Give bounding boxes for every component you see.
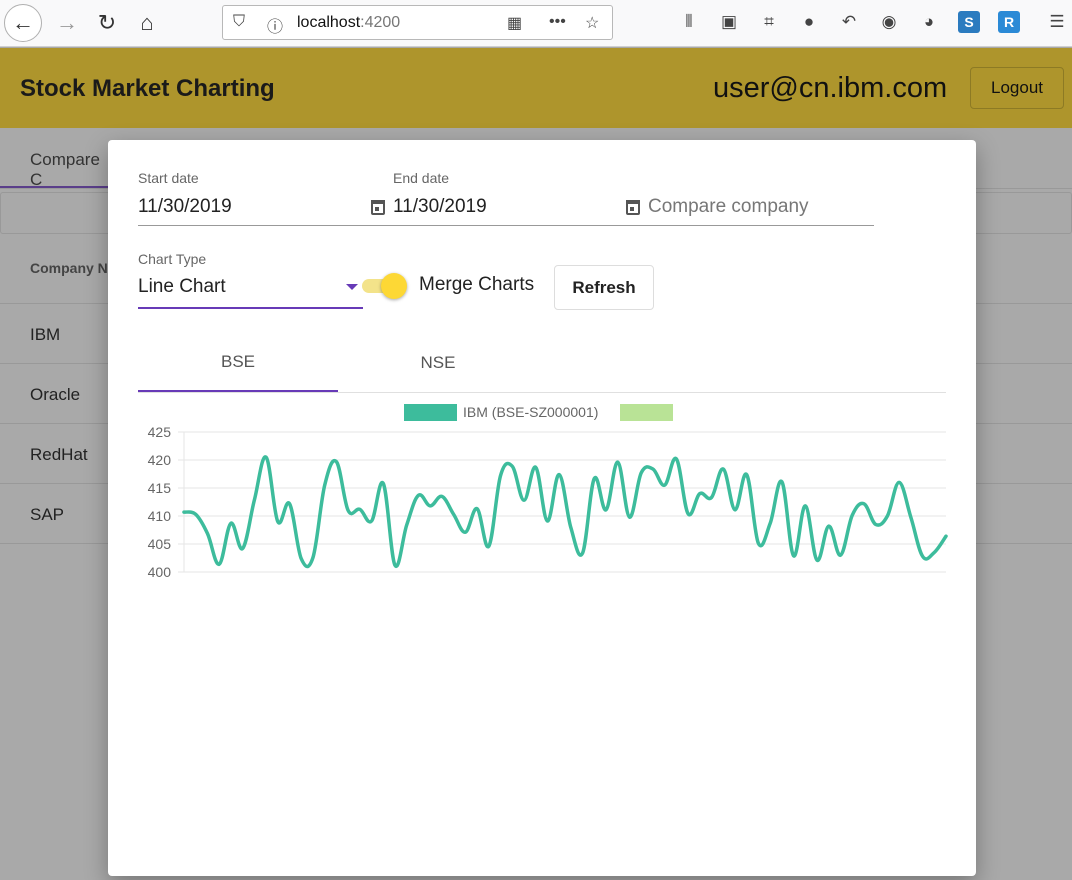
end-date-calendar-icon[interactable] bbox=[626, 200, 640, 215]
shield-icon[interactable]: ⛉ bbox=[233, 13, 246, 30]
start-date-input[interactable]: 11/30/2019 bbox=[138, 196, 232, 217]
s-extension-icon[interactable]: S bbox=[958, 11, 980, 33]
start-date-calendar-icon[interactable] bbox=[371, 200, 385, 215]
y-tick-label: 420 bbox=[148, 452, 172, 468]
table-row[interactable]: Oracle bbox=[30, 385, 81, 404]
sidebar-icon[interactable]: ▣ bbox=[720, 12, 738, 31]
app-title: Stock Market Charting bbox=[20, 75, 275, 102]
chart-dialog: Start date 11/30/2019 End date 11/30/201… bbox=[108, 140, 976, 876]
tab-bse[interactable]: BSE bbox=[138, 333, 338, 392]
home-button[interactable]: ⌂ bbox=[140, 10, 154, 35]
library-icon[interactable]: ⫴ bbox=[685, 12, 693, 31]
screenshot-crop-icon[interactable]: ⌗ bbox=[764, 12, 774, 31]
start-date-label: Start date bbox=[138, 170, 199, 186]
back-button[interactable]: ← bbox=[4, 4, 42, 42]
legend-swatch-secondary[interactable] bbox=[620, 404, 673, 421]
chart-type-underline bbox=[138, 307, 363, 309]
legend-swatch-ibm[interactable] bbox=[404, 404, 457, 421]
user-email: user@cn.ibm.com bbox=[713, 72, 948, 104]
table-row[interactable]: RedHat bbox=[30, 445, 88, 464]
end-date-label: End date bbox=[393, 170, 450, 186]
table-row[interactable]: SAP bbox=[30, 505, 65, 524]
address-bar[interactable]: ⛉ ⓘ localhost:4200 ▦ ••• ☆ bbox=[222, 5, 613, 40]
bookmark-star-icon[interactable]: ☆ bbox=[585, 15, 600, 32]
chart-type-label: Chart Type bbox=[138, 251, 207, 267]
merge-charts-label: Merge Charts bbox=[419, 274, 535, 295]
hamburger-menu-icon[interactable]: ☰ bbox=[1049, 12, 1065, 31]
extension-icon[interactable]: ◕ bbox=[923, 12, 935, 31]
browser-toolbar: ← → ↻ ⌂ ⛉ ⓘ localhost:4200 ▦ ••• ☆ ⫴ ▣ ⌗… bbox=[0, 0, 1072, 47]
y-tick-label: 405 bbox=[148, 536, 172, 552]
r-extension-icon[interactable]: R bbox=[998, 11, 1020, 33]
series-line-ibm bbox=[182, 455, 948, 569]
tab-compare[interactable]: Compare C bbox=[0, 128, 110, 189]
reload-button[interactable]: ↻ bbox=[97, 10, 117, 35]
app-header: Stock Market Charting user@cn.ibm.com Lo… bbox=[0, 48, 1072, 128]
forward-button[interactable]: → bbox=[56, 10, 78, 35]
info-icon[interactable]: ⓘ bbox=[267, 19, 284, 36]
url-text[interactable]: localhost:4200 bbox=[297, 14, 401, 31]
table-row[interactable]: IBM bbox=[30, 325, 61, 344]
account-icon[interactable]: ◉ bbox=[881, 12, 897, 31]
refresh-button[interactable]: Refresh bbox=[554, 265, 654, 310]
end-date-input[interactable]: 11/30/2019 bbox=[393, 196, 487, 217]
y-tick-label: 425 bbox=[148, 424, 172, 440]
form-underline bbox=[138, 225, 874, 226]
exchange-tabs: BSE NSE bbox=[138, 333, 946, 393]
logout-button[interactable]: Logout bbox=[970, 67, 1064, 109]
undo-arrow-icon[interactable]: ↶ bbox=[841, 12, 857, 31]
y-tick-label: 400 bbox=[148, 564, 172, 580]
column-header-company: Company N bbox=[30, 260, 108, 276]
compare-company-input[interactable]: Compare company bbox=[648, 196, 809, 217]
merge-charts-toggle-thumb[interactable] bbox=[381, 273, 407, 299]
y-tick-label: 410 bbox=[148, 508, 172, 524]
chart-type-select[interactable]: Line Chart bbox=[138, 276, 226, 297]
legend-label-ibm[interactable]: IBM (BSE-SZ000001) bbox=[463, 404, 598, 420]
qr-code-icon[interactable]: ▦ bbox=[507, 15, 523, 32]
chat-icon[interactable]: ● bbox=[803, 12, 815, 31]
y-tick-label: 415 bbox=[148, 480, 172, 496]
chevron-down-icon[interactable] bbox=[346, 284, 358, 290]
tab-nse[interactable]: NSE bbox=[420, 353, 456, 372]
more-actions-icon[interactable]: ••• bbox=[549, 13, 566, 30]
price-line-chart: 400 405 410 415 420 425 IBM (BSE-SZ000001) bbox=[148, 404, 948, 580]
